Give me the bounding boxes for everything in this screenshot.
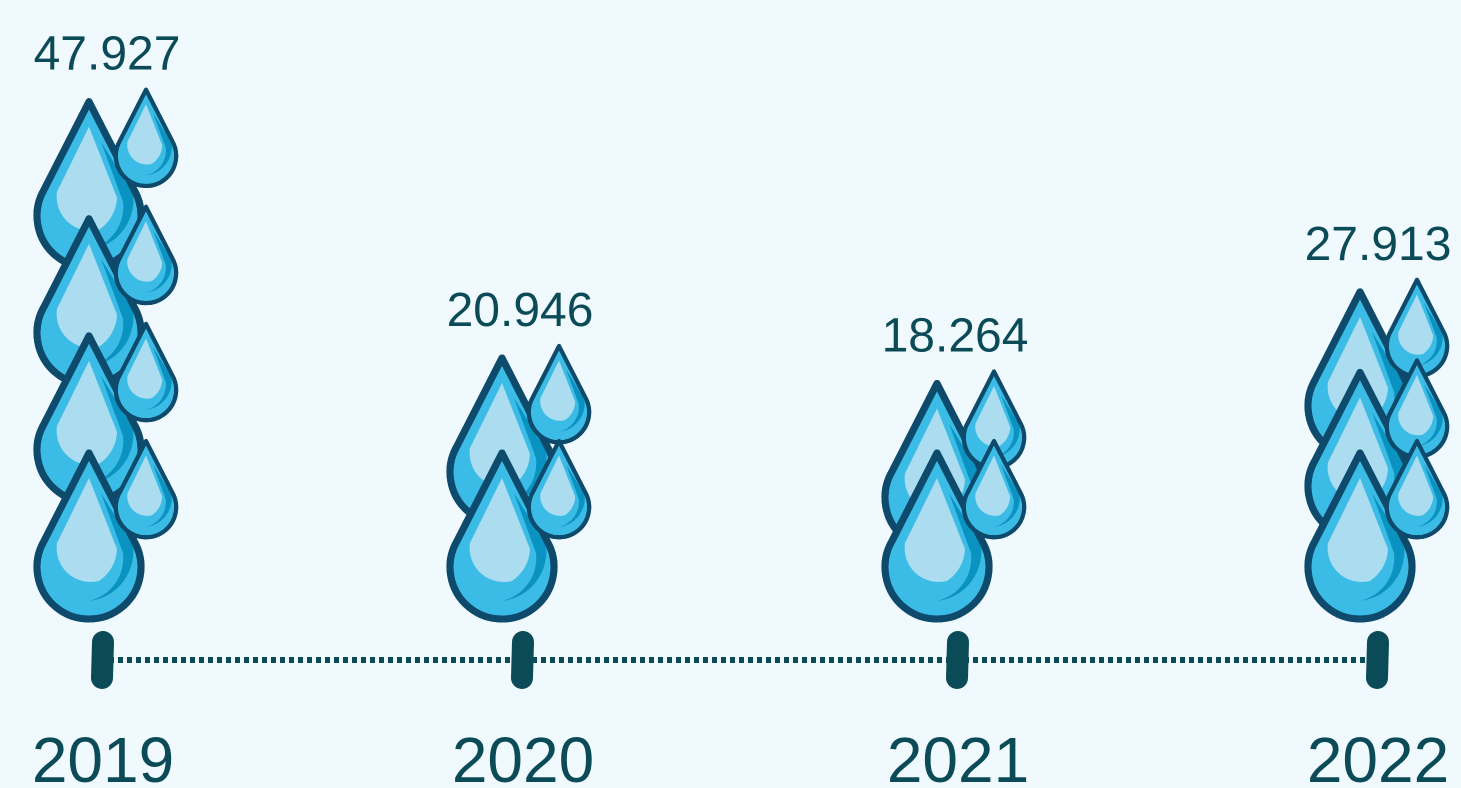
x-tick-label: 2021	[887, 724, 1029, 788]
timeline-tick	[91, 631, 114, 689]
x-tick-label: 2022	[1307, 724, 1449, 788]
drop-stack	[1308, 280, 1447, 619]
value-label: 47.927	[34, 28, 181, 81]
timeline-tick	[511, 631, 534, 689]
drop-stack	[37, 90, 176, 619]
timeline-tick	[946, 631, 969, 689]
value-label: 18.264	[882, 309, 1029, 362]
x-tick-label: 2019	[32, 724, 174, 788]
drop-stack	[450, 346, 589, 619]
x-tick-label: 2020	[452, 724, 594, 788]
value-label: 20.946	[447, 284, 594, 337]
drop-stack	[885, 371, 1024, 619]
value-label: 27.913	[1305, 218, 1452, 271]
timeline-tick	[1366, 631, 1389, 689]
